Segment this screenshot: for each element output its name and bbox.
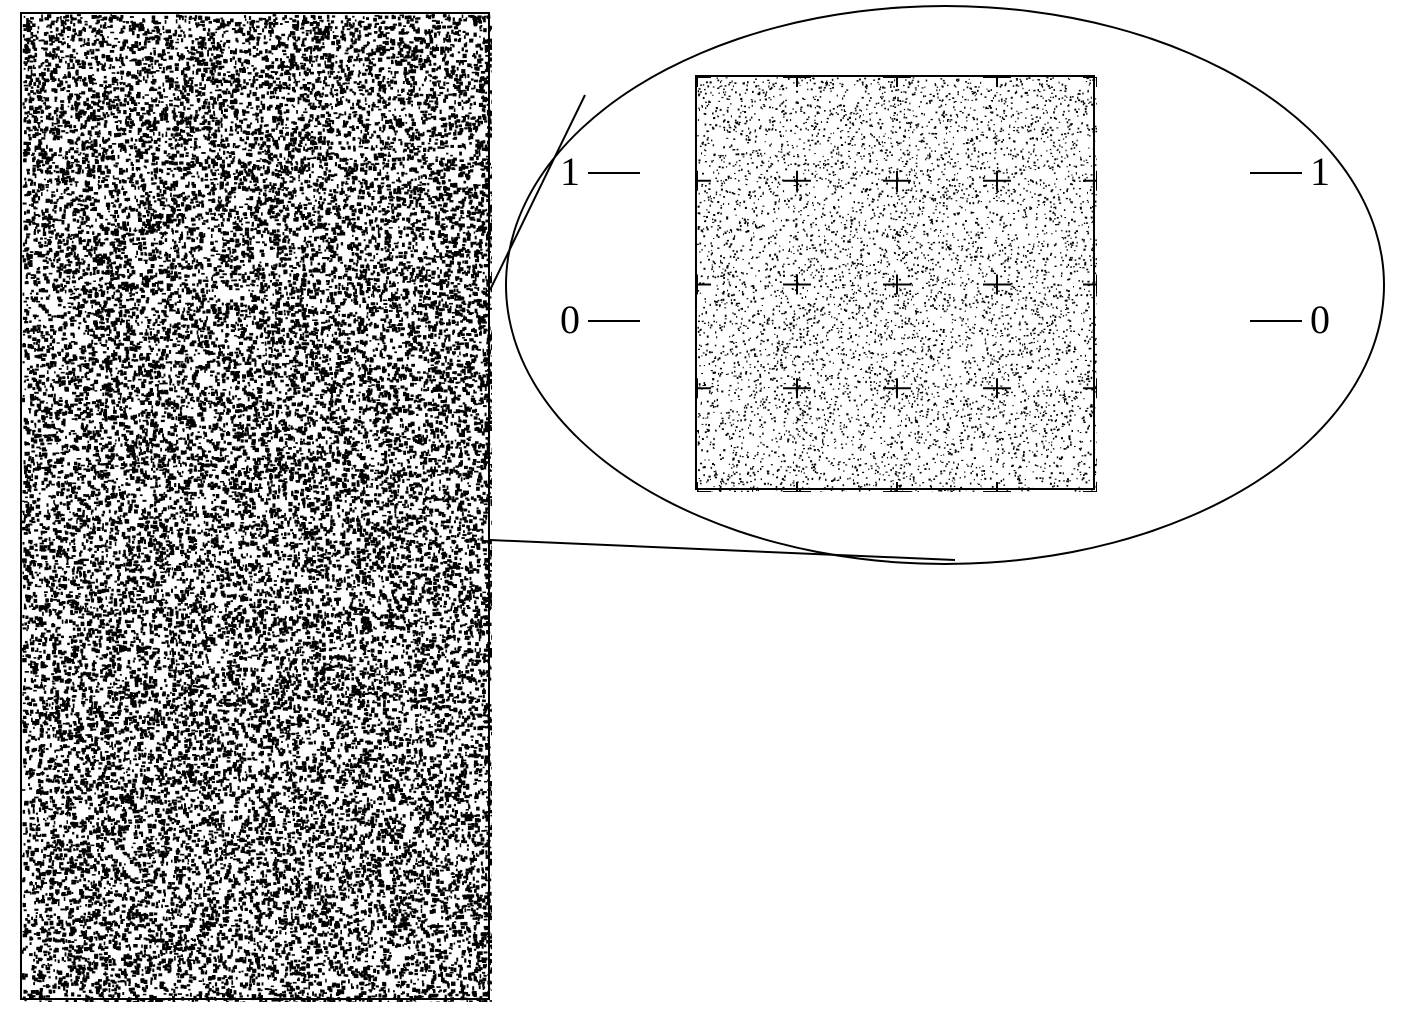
zoom-grid-ticks <box>697 77 1097 492</box>
zoom-panel <box>695 75 1095 490</box>
label-tick-left-bot <box>588 320 640 322</box>
diagram-canvas: 1 1 0 0 <box>0 0 1422 1022</box>
label-tick-left-top <box>588 172 640 174</box>
label-tick-right-top <box>1250 172 1302 174</box>
label-left-top: 1 <box>560 152 580 192</box>
label-left-bot: 0 <box>560 300 580 340</box>
main-noise-panel <box>20 12 490 1000</box>
label-tick-right-bot <box>1250 320 1302 322</box>
noise-texture-dense <box>22 14 492 1002</box>
label-right-top: 1 <box>1310 152 1330 192</box>
label-right-bot: 0 <box>1310 300 1330 340</box>
